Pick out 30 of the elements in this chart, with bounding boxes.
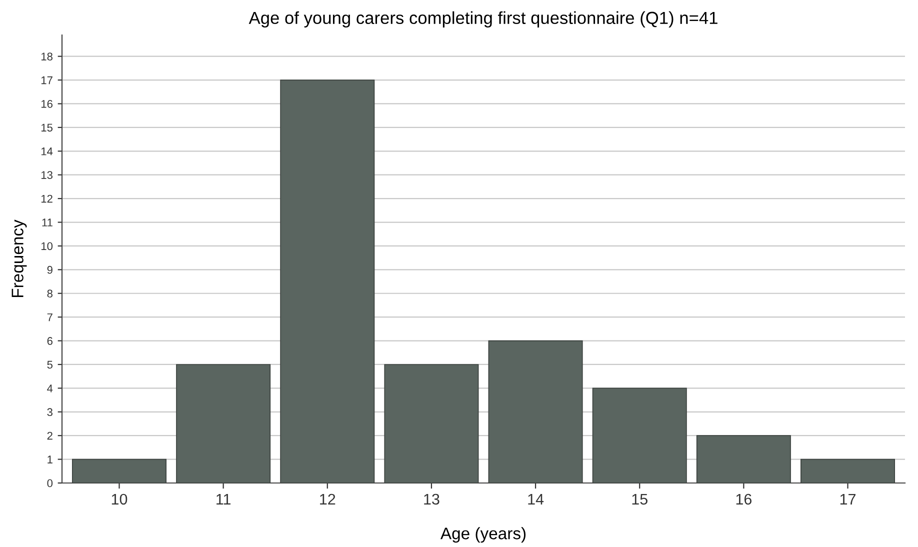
x-tick-label: 15 — [632, 494, 648, 505]
x-axis-title: Age (years) — [440, 527, 526, 543]
x-tick-label: 16 — [736, 494, 752, 505]
y-tick-label: 14 — [41, 148, 53, 156]
y-axis-title: Frequency — [12, 220, 27, 297]
y-tick-label: 18 — [41, 52, 52, 60]
y-tick-label: 11 — [42, 218, 52, 226]
y-tick-label: 12 — [41, 194, 52, 203]
y-tick-label: 9 — [47, 266, 52, 274]
x-tick-label: 17 — [840, 494, 856, 504]
y-tick-label: 17 — [41, 76, 52, 84]
x-tick-label: 13 — [424, 494, 440, 505]
y-tick-label: 15 — [41, 124, 53, 132]
y-tick-label: 7 — [47, 313, 52, 322]
y-tick-label: 5 — [47, 360, 53, 369]
y-tick-label: 13 — [41, 171, 52, 179]
y-tick-label: 4 — [47, 384, 53, 392]
x-tick-label: 12 — [320, 494, 336, 504]
y-tick-label: 3 — [47, 408, 52, 416]
y-tick-label: 2 — [47, 432, 52, 440]
x-tick-label: 14 — [528, 494, 544, 504]
y-tick-label: 1 — [48, 456, 52, 464]
y-tick-label: 8 — [47, 290, 52, 298]
y-tick-label: 16 — [41, 100, 52, 108]
x-tick-label: 10 — [112, 494, 128, 505]
y-tick-label: 6 — [47, 337, 52, 345]
x-tick-label: 11 — [216, 494, 231, 504]
y-tick-label: 0 — [47, 479, 53, 488]
y-tick-label: 10 — [41, 242, 53, 250]
chart-title: Age of young carers completing first questionnaire (Q1) n=41 — [248, 11, 718, 28]
